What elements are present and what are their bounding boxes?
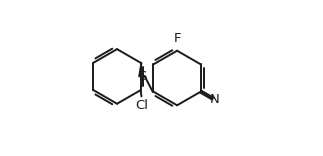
Text: F: F [173, 32, 181, 45]
Text: Cl: Cl [135, 99, 149, 112]
Text: N: N [210, 93, 220, 106]
Text: S: S [138, 70, 146, 83]
